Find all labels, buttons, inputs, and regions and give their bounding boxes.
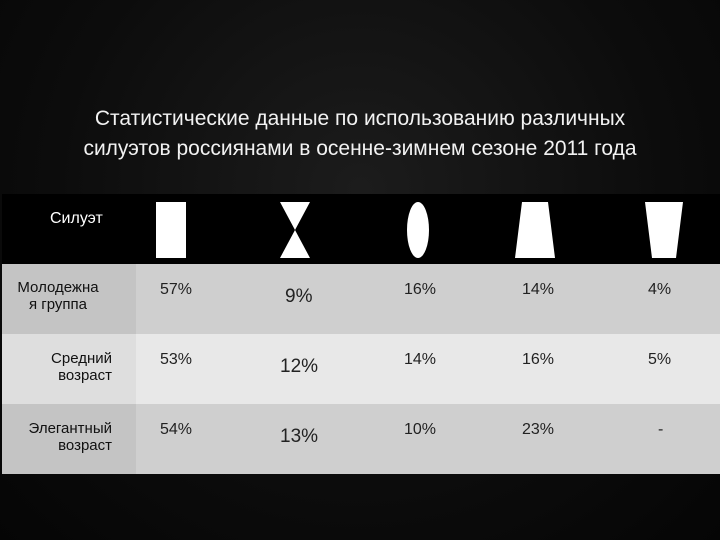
header-label-silhouette: Силуэт <box>50 210 103 227</box>
slide-title: Статистические данные по использованию р… <box>20 104 700 164</box>
title-line-1: Статистические данные по использованию р… <box>94 107 626 130</box>
title-line-2: силуэтов россиянами в осенне-зимнем сезо… <box>83 137 637 160</box>
table-header-row: Силуэт <box>2 194 720 264</box>
table-cell: 57% <box>160 281 193 298</box>
table-cell: 12% <box>280 356 319 377</box>
hourglass-silhouette-icon <box>280 202 310 258</box>
table-cell: 14% <box>404 351 437 368</box>
table-cell: 16% <box>522 351 555 368</box>
row-label: Молодежна я группа <box>17 279 99 313</box>
inverted-trapezoid-silhouette-icon <box>645 202 683 258</box>
table-cell: 4% <box>648 281 672 298</box>
table-row: Средний возраст 53% 12% 14% 16% 5% <box>2 334 720 404</box>
table-cell: 14% <box>522 281 555 298</box>
table-cell: 23% <box>522 421 555 438</box>
table-cell: 9% <box>285 286 313 307</box>
table-cell: 54% <box>160 421 193 438</box>
oval-silhouette-icon <box>407 202 429 258</box>
rectangle-silhouette-icon <box>156 202 186 258</box>
table-row: Элегантный возраст 54% 13% 10% 23% - <box>2 404 720 474</box>
table-cell: 10% <box>404 421 437 438</box>
table-cell: 13% <box>280 426 319 447</box>
table-cell: 5% <box>648 351 672 368</box>
row-label: Элегантный возраст <box>28 420 112 454</box>
trapezoid-silhouette-icon <box>515 202 555 258</box>
table-cell: - <box>658 421 664 438</box>
row-label: Средний возраст <box>51 350 112 384</box>
table-cell: 53% <box>160 351 193 368</box>
table-row: Молодежна я группа 57% 9% 16% 14% 4% <box>2 264 720 334</box>
table-cell: 16% <box>404 281 437 298</box>
